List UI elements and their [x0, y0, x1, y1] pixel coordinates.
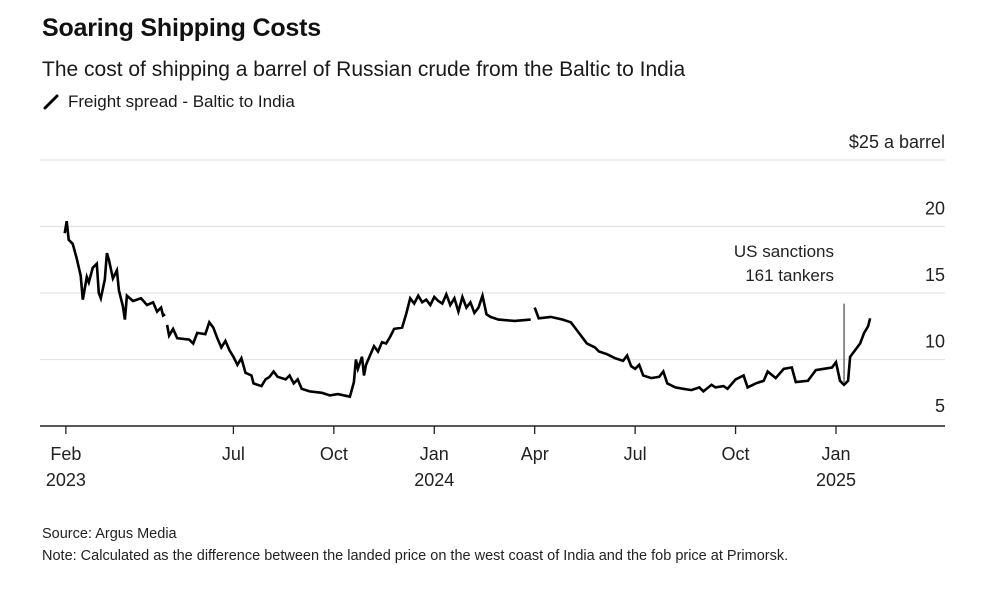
- annotation-text: 161 tankers: [745, 266, 834, 285]
- methodology-note: Note: Calculated as the difference betwe…: [42, 548, 789, 564]
- series-group: [63, 220, 872, 399]
- x-tick-label: Oct: [722, 444, 750, 464]
- x-axis-ticks: Feb 2023 Jul Oct Jan 2024 Apr Jul Oct Jan 2025: [46, 426, 856, 490]
- x-tick-label: Jan: [420, 444, 449, 464]
- chart-subtitle: The cost of shipping a barrel of Russian…: [42, 58, 686, 81]
- x-tick-label: Jan: [821, 444, 850, 464]
- y-tick-label: 10: [925, 332, 945, 352]
- annotation-text: US sanctions: [734, 242, 834, 261]
- legend-label: Freight spread - Baltic to India: [68, 92, 295, 111]
- x-tick-label: Oct: [320, 444, 348, 464]
- line-chart: $25 a barrel 20 15 10 5 Feb 2023 Jul Oct Jan 2024…: [40, 132, 945, 490]
- chart-title: Soaring Shipping Costs: [42, 14, 321, 42]
- grid-lines: [40, 159, 945, 361]
- y-tick-label: 5: [935, 396, 945, 416]
- y-tick-label: 20: [925, 199, 945, 219]
- x-tick-label: Jul: [624, 444, 647, 464]
- y-tick-label: $25 a barrel: [849, 132, 945, 152]
- legend: Freight spread - Baltic to India: [42, 92, 295, 112]
- source-note: Source: Argus Media: [42, 526, 177, 542]
- line-series-icon: [43, 94, 59, 110]
- annotation: US sanctions 161 tankers: [734, 242, 845, 383]
- x-tick-year-label: 2023: [46, 470, 86, 490]
- series-line-freight-spread: [63, 220, 872, 399]
- x-tick-year-label: 2024: [414, 470, 454, 490]
- x-tick-label: Feb: [50, 444, 81, 464]
- x-tick-label: Apr: [521, 444, 549, 464]
- y-tick-label: 15: [925, 265, 945, 285]
- y-axis-labels: $25 a barrel 20 15 10 5: [849, 132, 945, 416]
- x-tick-year-label: 2025: [816, 470, 856, 490]
- x-tick-label: Jul: [222, 444, 245, 464]
